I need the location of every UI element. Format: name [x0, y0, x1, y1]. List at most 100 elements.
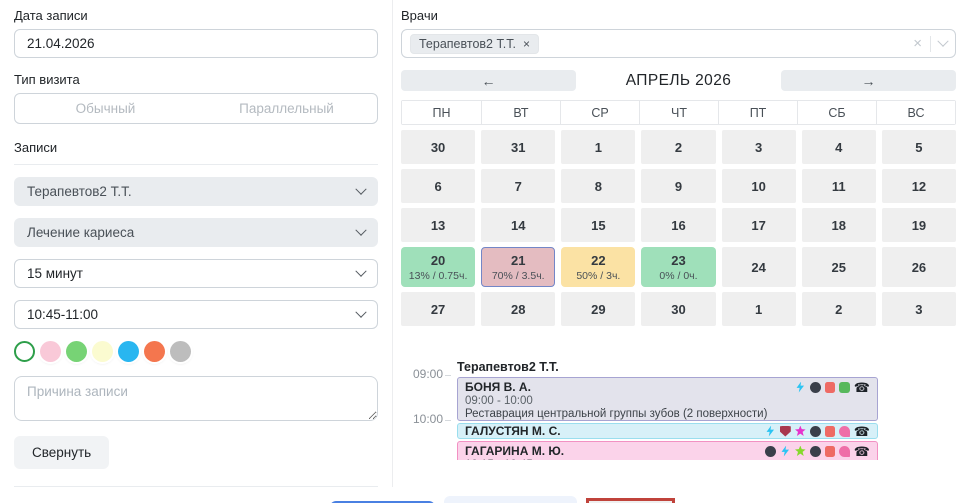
- color-swatch[interactable]: [14, 341, 35, 362]
- doctors-multiselect[interactable]: Терапевтов2 Т.Т. × ×: [401, 29, 956, 58]
- tag-remove-icon[interactable]: ×: [522, 36, 530, 51]
- weekday-ВС: ВС: [876, 101, 955, 124]
- calendar-day-3[interactable]: 3: [721, 130, 796, 164]
- shield-icon: [779, 425, 791, 437]
- doctor-select[interactable]: Терапевтов2 Т.Т.: [14, 177, 378, 206]
- day-schedule: 09:00 10:00 Терапевтов2 Т.Т. БОНЯ В. А. …: [401, 360, 956, 460]
- clear-icon[interactable]: ×: [913, 35, 922, 52]
- calendar-day-24[interactable]: 24: [721, 247, 796, 287]
- calendar-day-8[interactable]: 8: [561, 169, 636, 203]
- calendar-day-21[interactable]: 21 70% / 3.5ч.: [481, 247, 556, 287]
- calendar-day-31[interactable]: 31: [481, 130, 556, 164]
- star-icon: [795, 425, 806, 436]
- calendar-panel: Врачи Терапевтов2 Т.Т. × × ← АПРЕЛЬ 2026…: [393, 0, 973, 460]
- color-swatch[interactable]: [144, 341, 165, 362]
- calendar-day-30[interactable]: 30: [401, 130, 476, 164]
- weekday-ПТ: ПТ: [718, 101, 797, 124]
- reason-textarea[interactable]: [14, 376, 378, 421]
- calendar-day-12[interactable]: 12: [881, 169, 956, 203]
- calendar-day-4[interactable]: 4: [801, 130, 876, 164]
- color-swatch[interactable]: [40, 341, 61, 362]
- date-label: Дата записи: [14, 8, 88, 23]
- calendar-day-1[interactable]: 1: [561, 130, 636, 164]
- timeslot-select[interactable]: 10:45-11:00: [14, 300, 378, 329]
- easy-button[interactable]: ЛЁГКАЯ: [586, 497, 675, 503]
- messenger-icon: [809, 445, 821, 457]
- calendar-day-14[interactable]: 14: [481, 208, 556, 242]
- weekday-СБ: СБ: [797, 101, 876, 124]
- calendar-day-7[interactable]: 7: [481, 169, 556, 203]
- visit-type-parallel[interactable]: Параллельный: [239, 101, 334, 116]
- weekday-ВТ: ВТ: [481, 101, 560, 124]
- doctor-tag[interactable]: Терапевтов2 Т.Т. ×: [410, 33, 539, 54]
- calendar-day-30[interactable]: 30: [641, 292, 716, 326]
- separator: [930, 35, 931, 52]
- records-label: Записи: [14, 140, 58, 155]
- records-divider: [14, 164, 378, 165]
- calendar-day-13[interactable]: 13: [401, 208, 476, 242]
- chevron-down-icon[interactable]: [937, 35, 949, 47]
- appointment-icons: ☎: [791, 379, 870, 395]
- save-button[interactable]: Сохранить: [330, 500, 436, 503]
- calendar-day-1[interactable]: 1: [721, 292, 796, 326]
- schedule-doctor-name: Терапевтов2 Т.Т.: [457, 360, 559, 374]
- weekday-СР: СР: [560, 101, 639, 124]
- calendar-day-27[interactable]: 27: [401, 292, 476, 326]
- calendar-day-22[interactable]: 22 50% / 3ч.: [561, 247, 636, 287]
- calendar-day-25[interactable]: 25: [801, 247, 876, 287]
- calendar-day-19[interactable]: 19: [881, 208, 956, 242]
- calendar-day-26[interactable]: 26: [881, 247, 956, 287]
- calendar-day-2[interactable]: 2: [801, 292, 876, 326]
- weekday-ПН: ПН: [402, 101, 481, 124]
- calendar-day-3[interactable]: 3: [881, 292, 956, 326]
- chat-square-icon: [838, 381, 850, 393]
- visit-type-regular[interactable]: Обычный: [75, 101, 136, 116]
- card-icon: [824, 445, 835, 457]
- phone-icon: ☎: [853, 379, 870, 395]
- appointment-block[interactable]: ГАЛУСТЯН М. С. ☎: [457, 423, 878, 439]
- calendar-day-23[interactable]: 23 0% / 0ч.: [641, 247, 716, 287]
- appointment-block[interactable]: БОНЯ В. А. ☎ 09:00 - 10:00 Реставрация ц…: [457, 377, 878, 421]
- calendar-day-5[interactable]: 5: [881, 130, 956, 164]
- lightning-icon: [766, 425, 775, 437]
- next-month-button[interactable]: →: [781, 70, 956, 91]
- calendar-week: 30 31 1 2 3 4 5: [401, 130, 956, 164]
- calendar-day-6[interactable]: 6: [401, 169, 476, 203]
- duration-select[interactable]: 15 минут: [14, 259, 378, 288]
- appointment-form-panel: Дата записи Тип визита Обычный Параллель…: [0, 0, 393, 487]
- calendar-day-10[interactable]: 10: [721, 169, 796, 203]
- color-swatch[interactable]: [170, 341, 191, 362]
- color-swatch[interactable]: [92, 341, 113, 362]
- weekday-ЧТ: ЧТ: [639, 101, 718, 124]
- calendar-week: 20 13% / 0.75ч. 21 70% / 3.5ч. 22 50% / 3ч. 23…: [401, 247, 956, 287]
- phone-icon: ☎: [853, 423, 870, 439]
- date-input[interactable]: [14, 29, 378, 58]
- calendar-day-9[interactable]: 9: [641, 169, 716, 203]
- calendar-day-11[interactable]: 11: [801, 169, 876, 203]
- card-icon: [824, 381, 835, 393]
- service-select[interactable]: Лечение кариеса: [14, 218, 378, 247]
- calendar-nav: ← АПРЕЛЬ 2026 →: [401, 70, 956, 91]
- color-swatch[interactable]: [66, 341, 87, 362]
- main-layout: Дата записи Тип визита Обычный Параллель…: [0, 0, 973, 487]
- patient-name: ГАЛУСТЯН М. С.: [465, 424, 561, 438]
- chevron-down-icon: [355, 306, 367, 318]
- calendar-day-17[interactable]: 17: [721, 208, 796, 242]
- appointment-block[interactable]: ГАГАРИНА М. Ю. ☎ 10:15 - 10:45: [457, 441, 878, 460]
- calendar-day-18[interactable]: 18: [801, 208, 876, 242]
- collapse-button[interactable]: Свернуть: [14, 436, 110, 469]
- chat-icon: [838, 445, 850, 457]
- color-swatch[interactable]: [118, 341, 139, 362]
- calendar-day-20[interactable]: 20 13% / 0.75ч.: [401, 247, 476, 287]
- calendar-day-2[interactable]: 2: [641, 130, 716, 164]
- chevron-down-icon: [355, 265, 367, 277]
- calendar-day-28[interactable]: 28: [481, 292, 556, 326]
- time-label: 10:00: [401, 412, 451, 426]
- weekday-header: ПН ВТ СР ЧТ ПТ СБ ВС: [401, 100, 956, 125]
- calendar-day-15[interactable]: 15: [561, 208, 636, 242]
- save-and-sms-button[interactable]: Сохранить и отправить СМС: [444, 496, 578, 503]
- prev-month-button[interactable]: ←: [401, 70, 576, 91]
- lightning-icon: [781, 445, 790, 457]
- calendar-day-29[interactable]: 29: [561, 292, 636, 326]
- calendar-day-16[interactable]: 16: [641, 208, 716, 242]
